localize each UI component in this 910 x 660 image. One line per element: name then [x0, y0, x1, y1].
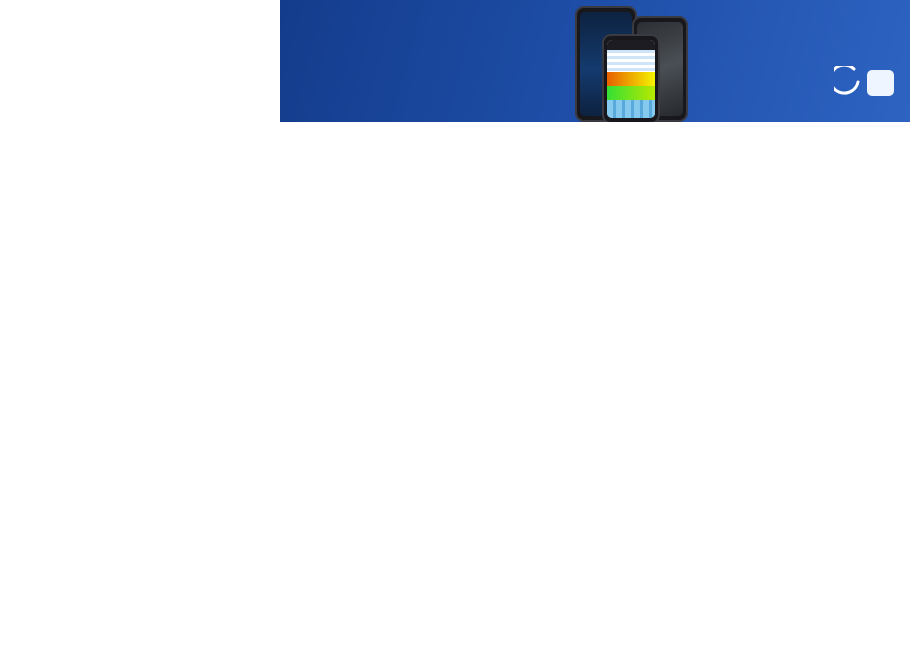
logo-badge	[867, 70, 894, 96]
icmmeteo-logo[interactable]	[834, 66, 894, 100]
phone-mockup-front	[602, 34, 660, 122]
app-banner[interactable]	[280, 0, 910, 122]
logo-swoosh-icon	[834, 66, 860, 95]
location-info-row	[280, 122, 910, 150]
